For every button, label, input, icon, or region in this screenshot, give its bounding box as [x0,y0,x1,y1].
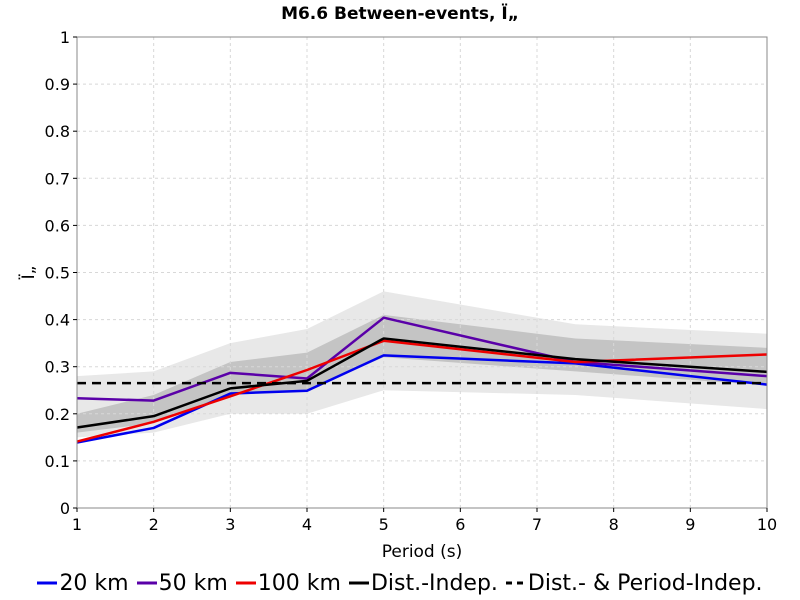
x-tick-label: 9 [685,515,695,534]
legend-swatch [136,581,157,585]
legend-swatch [37,581,58,585]
y-tick-label: 0.9 [45,75,70,94]
x-tick-label: 10 [757,515,777,534]
legend-item: 20 km [37,570,129,596]
legend-item: Dist.- & Period-Indep. [505,570,763,596]
legend-label: Dist.-Indep. [370,570,498,596]
y-tick-label: 0.2 [45,405,70,424]
y-tick-label: 0.5 [45,264,70,283]
y-tick-label: 0.6 [45,216,70,235]
legend-swatch [235,581,256,585]
confidence-bands [77,291,767,438]
y-axis-label: Ï„ [18,266,39,280]
grid [76,36,768,509]
legend-label: 100 km [257,570,341,596]
x-tick-label: 1 [72,515,82,534]
y-tick-label: 0.3 [45,358,70,377]
y-tick-label: 0 [60,499,70,518]
legend: 20 km 50 km 100 km Dist.-Indep. Dist.- & Per… [0,566,800,600]
band-0 [77,291,767,438]
legend-item: Dist.-Indep. [348,570,498,596]
x-tick-label: 4 [302,515,312,534]
y-tick-label: 0.4 [45,311,70,330]
series-line-2 [76,339,768,443]
legend-label: 20 km [59,570,129,596]
x-tick-label: 6 [455,515,465,534]
chart-title: M6.6 Between-events, Ï„ [281,2,519,24]
x-axis-label: Period (s) [382,542,463,562]
legend-label: 50 km [158,570,228,596]
series-lines [76,316,768,444]
series-line-3 [76,337,768,429]
y-tick-label: 1 [60,28,70,47]
band-1 [77,314,767,433]
y-tick-label: 0.8 [45,122,70,141]
x-tick-label: 8 [609,515,619,534]
chart: M6.6 Between-events, Ï„ 1 2 3 4 5 6 7 8 9 10 0 0.1 0… [18,2,778,562]
legend-item: 100 km [235,570,341,596]
axis-ticks: 1 2 3 4 5 6 7 8 9 10 0 0.1 0.2 0.3 0.4 0.5 0.6 0.7 0.8 0.9 1 [45,28,778,534]
x-tick-label: 3 [225,515,235,534]
x-tick-label: 2 [149,515,159,534]
x-tick-label: 5 [379,515,389,534]
legend-label: Dist.- & Period-Indep. [527,570,763,596]
series-line-0 [76,354,768,444]
legend-item: 50 km [136,570,228,596]
legend-swatch [505,581,526,585]
legend-swatch [348,581,369,585]
y-tick-label: 0.1 [45,452,70,471]
y-tick-label: 0.7 [45,169,70,188]
x-tick-label: 7 [532,515,542,534]
